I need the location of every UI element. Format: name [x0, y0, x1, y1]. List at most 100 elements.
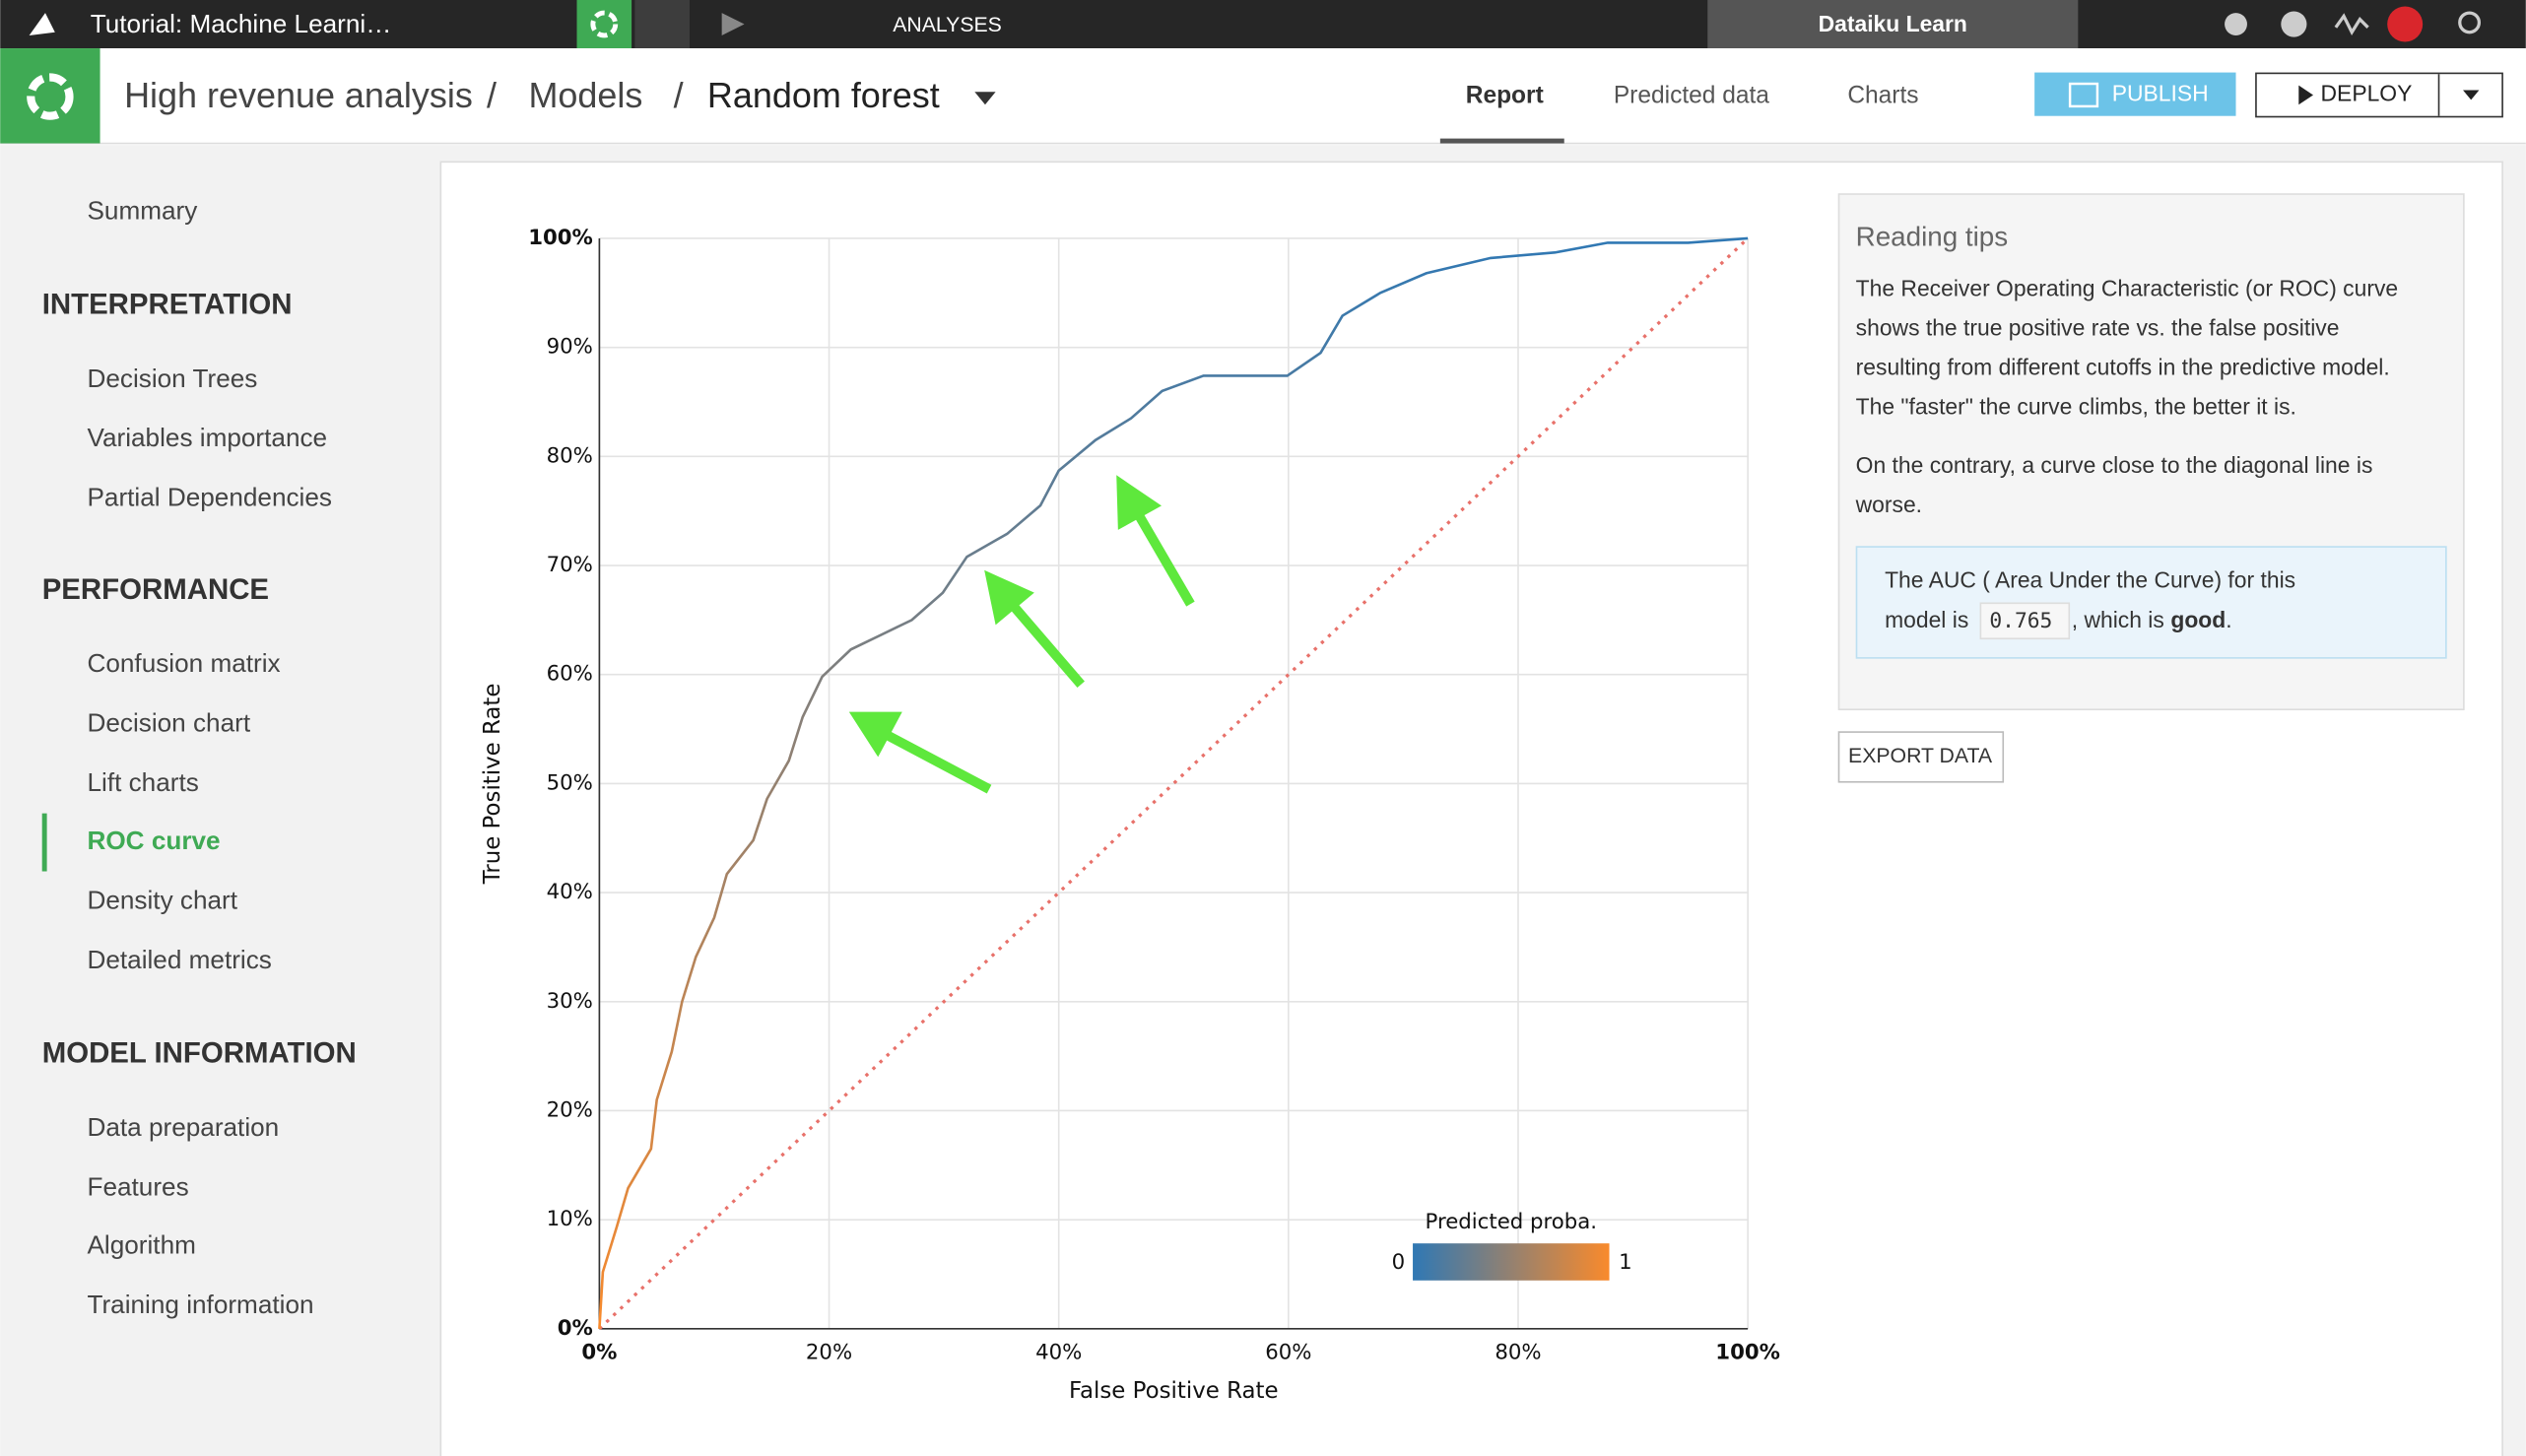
export-button[interactable] [1837, 731, 2005, 783]
model-icon [0, 48, 100, 144]
breadcrumb-separator: / [674, 75, 684, 115]
y-tick-label: 10% [547, 1207, 593, 1231]
x-tick-label: 60% [1265, 1340, 1311, 1364]
tips-line: resulting from different cutoffs in the … [1856, 354, 2390, 379]
tab[interactable]: Charts [1847, 83, 1918, 109]
x-axis-title: False Positive Rate [1069, 1378, 1279, 1404]
publish-label: PUBLISH [2112, 81, 2209, 106]
project-name[interactable]: Tutorial: Machine Learni… [91, 9, 392, 38]
arrow-head [984, 569, 1034, 626]
deploy-glyph [2298, 85, 2313, 105]
auc-sentence: model is 0.765 , which is good. [1885, 607, 2232, 633]
notebook-icon[interactable] [634, 0, 690, 49]
legend-title: Predicted proba. [1426, 1210, 1598, 1234]
arrow [1008, 600, 1085, 689]
y-axis-title: True Positive Rate [480, 684, 505, 886]
run-icon[interactable] [721, 13, 745, 35]
nav-item[interactable]: Lift charts [87, 767, 198, 797]
export-label: EXPORT DATA [1848, 744, 1993, 767]
nav-item[interactable]: Density chart [87, 885, 237, 914]
nav-active-marker [41, 813, 47, 872]
nav-item[interactable]: Confusion matrix [87, 648, 280, 678]
tab-underline [1439, 138, 1564, 144]
activity-icon[interactable] [2334, 13, 2369, 36]
model-dropdown[interactable] [974, 92, 996, 105]
settings-icon[interactable] [2225, 13, 2247, 35]
y-tick-label: 20% [547, 1097, 593, 1122]
tips-line: On the contrary, a curve close to the di… [1856, 452, 2373, 478]
y-tick-label: 60% [547, 662, 593, 687]
x-tick-label: 100% [1715, 1340, 1780, 1364]
sidebar [0, 145, 440, 1456]
legend-max: 1 [1619, 1250, 1632, 1275]
tips-line: worse. [1855, 492, 1922, 517]
y-tick-label: 0% [558, 1316, 593, 1341]
instance-box [1707, 0, 2079, 49]
nav-item[interactable]: Features [87, 1172, 188, 1202]
arrow-head [1116, 475, 1162, 530]
nav-section: INTERPRETATION [42, 288, 293, 320]
y-tick-label: 80% [547, 443, 593, 468]
auc-prefix: model is [1885, 607, 1968, 632]
nav-item[interactable]: Partial Dependencies [87, 483, 331, 512]
auc-verdict: good [2170, 607, 2226, 632]
top-bar [0, 0, 2526, 49]
nav-item[interactable]: Variables importance [87, 423, 327, 452]
notifications-icon[interactable] [2387, 6, 2424, 42]
analysis-icon[interactable] [576, 0, 632, 49]
roc-curve [598, 236, 1749, 1329]
search-icon[interactable] [2458, 11, 2482, 34]
tips-line: The "faster" the curve climbs, the bette… [1856, 394, 2296, 420]
tips-line: The Receiver Operating Characteristic (o… [1856, 275, 2398, 300]
arrow [880, 728, 992, 794]
diagonal [598, 236, 1750, 1331]
x-tick-label: 0% [581, 1340, 617, 1364]
arrow-head [848, 711, 902, 758]
x-tick-label: 40% [1035, 1340, 1082, 1364]
nav-item[interactable]: Summary [87, 196, 198, 226]
nav-item[interactable]: Detailed metrics [87, 945, 271, 974]
nav-item[interactable]: Decision chart [87, 708, 250, 738]
section-label: ANALYSES [893, 13, 1002, 36]
y-tick-label: 50% [547, 770, 593, 795]
auc-box [1855, 546, 2447, 659]
logo [29, 13, 55, 35]
y-tick-label: 100% [528, 226, 593, 250]
nav-section: MODEL INFORMATION [42, 1037, 357, 1070]
nav-item[interactable]: ROC curve [87, 826, 220, 855]
tab[interactable]: Predicted data [1614, 83, 1769, 109]
tips-line: shows the true positive rate vs. the fal… [1856, 314, 2340, 340]
deploy-dropdown[interactable] [2463, 90, 2480, 100]
nav-section: PERFORMANCE [42, 573, 269, 606]
arrow [1134, 512, 1195, 607]
breadcrumb-separator: / [487, 75, 497, 115]
instance-name: Dataiku Learn [1819, 11, 1967, 36]
auc-line: The AUC ( Area Under the Curve) for this [1885, 566, 2295, 592]
nav-item[interactable]: Training information [87, 1290, 313, 1319]
deploy-label: DEPLOY [2321, 81, 2413, 106]
nav-item[interactable]: Data preparation [87, 1112, 279, 1142]
legend-colorbar [1413, 1243, 1610, 1281]
publish-glyph [2068, 82, 2099, 108]
y-tick-label: 40% [547, 880, 593, 904]
nav-item[interactable]: Decision Trees [87, 364, 257, 393]
y-tick-label: 70% [547, 553, 593, 577]
y-tick-label: 90% [547, 335, 593, 360]
auc-end: . [2226, 607, 2231, 632]
tips-title: Reading tips [1856, 221, 2008, 251]
annotations [848, 475, 1195, 794]
legend-min: 0 [1392, 1250, 1406, 1275]
help-icon[interactable] [2281, 11, 2307, 37]
tab[interactable]: Report [1466, 83, 1544, 109]
x-tick-label: 20% [806, 1340, 852, 1364]
breadcrumb[interactable]: Random forest [707, 75, 940, 115]
y-tick-label: 30% [547, 989, 593, 1014]
deploy-button[interactable] [2255, 72, 2503, 118]
breadcrumb[interactable]: High revenue analysis [124, 75, 473, 115]
nav-item[interactable]: Algorithm [87, 1229, 195, 1259]
x-tick-label: 80% [1495, 1340, 1541, 1364]
publish-button[interactable] [2034, 72, 2236, 116]
model-glyph [27, 73, 74, 120]
breadcrumb[interactable]: Models [528, 75, 642, 115]
